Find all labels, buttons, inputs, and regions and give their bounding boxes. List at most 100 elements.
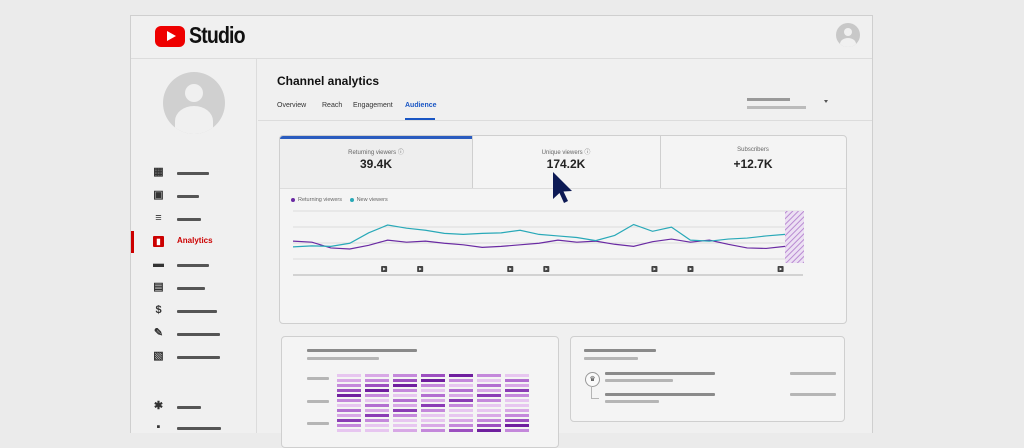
- heatmap-cell[interactable]: [449, 389, 473, 392]
- heatmap-cell[interactable]: [477, 429, 501, 432]
- heatmap-cell[interactable]: [421, 414, 445, 417]
- video-published-marker[interactable]: [417, 266, 424, 272]
- sidebar-item-feedback[interactable]: ▪: [131, 417, 256, 439]
- heatmap-cell[interactable]: [421, 424, 445, 427]
- heatmap-cell[interactable]: [393, 384, 417, 387]
- heatmap-cell[interactable]: [421, 404, 445, 407]
- heatmap-cell[interactable]: [505, 424, 529, 427]
- heatmap-cell[interactable]: [365, 374, 389, 377]
- heatmap-cell[interactable]: [337, 399, 361, 402]
- heatmap-cell[interactable]: [421, 384, 445, 387]
- heatmap-cell[interactable]: [449, 374, 473, 377]
- channel-avatar[interactable]: [163, 72, 225, 134]
- heatmap-cell[interactable]: [477, 409, 501, 412]
- heatmap-cell[interactable]: [365, 419, 389, 422]
- heatmap-cell[interactable]: [505, 419, 529, 422]
- heatmap-cell[interactable]: [505, 409, 529, 412]
- heatmap-cell[interactable]: [449, 404, 473, 407]
- heatmap-cell[interactable]: [449, 409, 473, 412]
- heatmap-cell[interactable]: [421, 379, 445, 382]
- heatmap-cell[interactable]: [505, 384, 529, 387]
- tab-engagement[interactable]: Engagement: [353, 102, 393, 109]
- heatmap-cell[interactable]: [393, 429, 417, 432]
- video-published-marker[interactable]: [687, 266, 694, 272]
- heatmap-cell[interactable]: [477, 419, 501, 422]
- heatmap-cell[interactable]: [393, 379, 417, 382]
- heatmap-cell[interactable]: [449, 414, 473, 417]
- heatmap-cell[interactable]: [449, 419, 473, 422]
- metric-subscribers[interactable]: Subscribers +12.7K: [660, 136, 846, 188]
- sidebar-item-dashboard[interactable]: ▦: [131, 162, 256, 184]
- heatmap-cell[interactable]: [365, 384, 389, 387]
- heatmap-cell[interactable]: [393, 414, 417, 417]
- heatmap-cell[interactable]: [393, 404, 417, 407]
- studio-logo-text[interactable]: Studio: [189, 22, 246, 48]
- viewers-line-chart[interactable]: [288, 206, 808, 286]
- heatmap-cell[interactable]: [421, 419, 445, 422]
- heatmap-cell[interactable]: [477, 394, 501, 397]
- series-line-new-viewers[interactable]: [292, 223, 786, 248]
- heatmap-cell[interactable]: [393, 394, 417, 397]
- heatmap-cell[interactable]: [477, 389, 501, 392]
- heatmap-cell[interactable]: [505, 429, 529, 432]
- sidebar-item-audio-library[interactable]: ▧: [131, 346, 256, 368]
- heatmap-cell[interactable]: [421, 389, 445, 392]
- heatmap-cell[interactable]: [337, 379, 361, 382]
- heatmap-cell[interactable]: [477, 374, 501, 377]
- heatmap-cell[interactable]: [337, 414, 361, 417]
- sidebar-item-analytics[interactable]: ▮ Analytics: [131, 231, 256, 253]
- heatmap-cell[interactable]: [337, 384, 361, 387]
- account-avatar[interactable]: [836, 23, 860, 47]
- heatmap-cell[interactable]: [477, 379, 501, 382]
- heatmap-cell[interactable]: [449, 429, 473, 432]
- tab-overview[interactable]: Overview: [277, 102, 307, 109]
- heatmap-cell[interactable]: [449, 424, 473, 427]
- heatmap-cell[interactable]: [365, 389, 389, 392]
- heatmap-cell[interactable]: [393, 374, 417, 377]
- heatmap-cell[interactable]: [393, 409, 417, 412]
- heatmap-cell[interactable]: [477, 424, 501, 427]
- video-published-marker[interactable]: [381, 266, 388, 272]
- heatmap-cell[interactable]: [365, 424, 389, 427]
- heatmap-cell[interactable]: [365, 429, 389, 432]
- heatmap-cell[interactable]: [393, 389, 417, 392]
- heatmap-cell[interactable]: [449, 379, 473, 382]
- heatmap-cell[interactable]: [365, 409, 389, 412]
- heatmap-cell[interactable]: [393, 399, 417, 402]
- heatmap-cell[interactable]: [337, 374, 361, 377]
- heatmap-cell[interactable]: [505, 389, 529, 392]
- metric-returning-viewers[interactable]: Returning viewers ⓘ 39.4K: [280, 136, 472, 188]
- sidebar-item-content[interactable]: ▣: [131, 185, 256, 207]
- heatmap-cell[interactable]: [505, 404, 529, 407]
- heatmap-cell[interactable]: [337, 394, 361, 397]
- heatmap-cell[interactable]: [337, 389, 361, 392]
- video-published-marker[interactable]: [777, 266, 784, 272]
- heatmap-cell[interactable]: [337, 424, 361, 427]
- heatmap-cell[interactable]: [477, 404, 501, 407]
- heatmap-cell[interactable]: [365, 404, 389, 407]
- heatmap-cell[interactable]: [477, 414, 501, 417]
- heatmap-cell[interactable]: [365, 379, 389, 382]
- heatmap-cell[interactable]: [421, 399, 445, 402]
- tab-audience[interactable]: Audience: [405, 102, 437, 109]
- sidebar-item-settings[interactable]: ✱: [131, 396, 256, 418]
- heatmap-cell[interactable]: [449, 394, 473, 397]
- heatmap-cell[interactable]: [421, 429, 445, 432]
- heatmap-cell[interactable]: [477, 399, 501, 402]
- heatmap-cell[interactable]: [421, 409, 445, 412]
- sidebar-item-customization[interactable]: ✎: [131, 323, 256, 345]
- sidebar-item-subtitles[interactable]: ▤: [131, 277, 256, 299]
- youtube-logo-icon[interactable]: [155, 26, 185, 47]
- sidebar-item-playlists[interactable]: ≡: [131, 208, 256, 230]
- tab-reach[interactable]: Reach: [322, 102, 343, 109]
- heatmap-cell[interactable]: [505, 399, 529, 402]
- sidebar-item-earn[interactable]: $: [131, 300, 256, 322]
- heatmap-cell[interactable]: [393, 419, 417, 422]
- heatmap-cell[interactable]: [477, 384, 501, 387]
- heatmap-cell[interactable]: [337, 419, 361, 422]
- video-published-marker[interactable]: [543, 266, 550, 272]
- heatmap-cell[interactable]: [421, 394, 445, 397]
- video-published-marker[interactable]: [507, 266, 514, 272]
- heatmap-cell[interactable]: [505, 414, 529, 417]
- heatmap-cell[interactable]: [365, 399, 389, 402]
